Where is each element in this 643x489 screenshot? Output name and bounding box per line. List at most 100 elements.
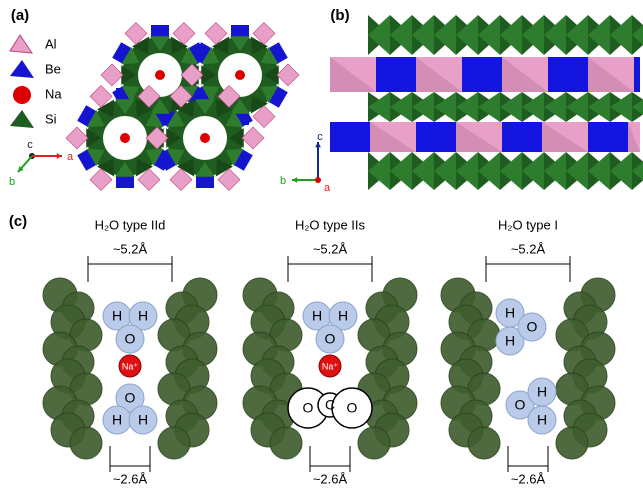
- si-tetra: [260, 85, 279, 103]
- si-tetra: [250, 95, 268, 114]
- si-tetra: [500, 15, 522, 55]
- be-tetra: [151, 25, 169, 37]
- si-tetra: [180, 47, 199, 65]
- label: ~5.2Å: [511, 241, 546, 256]
- si-tetra: [215, 99, 233, 118]
- si-tetra: [177, 158, 195, 177]
- si-tetra: [86, 128, 101, 148]
- framework-atom: [69, 426, 103, 460]
- si-tetra: [390, 152, 412, 190]
- na-atom: [200, 133, 210, 143]
- label: b: [280, 175, 286, 187]
- si-tetra: [201, 85, 220, 103]
- label: c: [317, 131, 323, 143]
- si-tetra: [132, 36, 150, 55]
- si-tetra: [121, 47, 140, 65]
- label: c: [27, 139, 33, 151]
- na-ion: [318, 354, 342, 378]
- si-tetra: [250, 36, 268, 55]
- si-tetra: [115, 99, 135, 114]
- si-tetra: [170, 36, 188, 55]
- si-tetra: [97, 158, 115, 177]
- si-tetra: [368, 15, 390, 55]
- si-tetra: [522, 152, 544, 190]
- label: H: [537, 412, 547, 428]
- si-tetra: [115, 162, 135, 177]
- framework-atom: [157, 426, 191, 460]
- si-tetra: [260, 47, 279, 65]
- label: ~2.6Å: [313, 471, 348, 486]
- al-tetra: [172, 22, 196, 45]
- si-tetra: [166, 110, 185, 128]
- label: H: [138, 412, 148, 428]
- na-atom: [120, 133, 130, 143]
- al-shade: [330, 57, 376, 92]
- si-tetra: [225, 148, 244, 166]
- si-tetra: [566, 152, 588, 190]
- label: O: [125, 331, 136, 347]
- si-tetra: [610, 15, 632, 55]
- si-tetra: [610, 152, 632, 190]
- label: H₂O type I: [498, 217, 558, 232]
- be-band: [462, 57, 502, 92]
- be-tetra: [116, 176, 134, 188]
- si-tetra: [368, 152, 390, 190]
- label: H: [312, 308, 322, 324]
- be-tetra: [233, 149, 253, 171]
- al-tetra: [89, 168, 113, 191]
- si-tetra: [434, 152, 456, 190]
- label: O: [125, 390, 136, 406]
- framework-atom: [269, 426, 303, 460]
- si-tetra: [201, 47, 220, 65]
- si-tetra: [150, 99, 170, 114]
- label: H: [505, 305, 515, 321]
- si-tetra: [456, 152, 478, 190]
- framework-atom: [555, 426, 589, 460]
- axis-origin: [315, 177, 321, 183]
- al-tetra: [241, 126, 265, 150]
- legend-be: [10, 60, 34, 78]
- al-tetra: [204, 22, 228, 45]
- si-tetra: [522, 92, 544, 122]
- al-tetra: [100, 63, 124, 87]
- be-tetra: [77, 149, 97, 171]
- water-atom: [115, 324, 145, 354]
- si-tetra: [390, 92, 412, 122]
- al-tetra: [217, 168, 241, 191]
- label: O: [325, 331, 336, 347]
- framework-atom: [357, 426, 391, 460]
- label: (c): [9, 213, 27, 230]
- arrow-head: [315, 142, 321, 148]
- si-tetra: [588, 152, 610, 190]
- label: Al: [45, 36, 57, 51]
- label: H₂O type IId: [95, 217, 166, 232]
- label: a: [67, 151, 74, 163]
- framework-atom: [467, 426, 501, 460]
- si-tetra: [229, 128, 244, 148]
- label: Na: [45, 86, 62, 101]
- si-tetra: [478, 15, 500, 55]
- label: H: [537, 384, 547, 400]
- be-tetra: [157, 149, 177, 171]
- be-band: [416, 122, 456, 152]
- al-tetra: [137, 85, 161, 108]
- label: C: [325, 397, 335, 413]
- al-tetra: [252, 105, 276, 128]
- si-tetra: [368, 92, 390, 122]
- be-tetra: [231, 25, 249, 37]
- si-tetra: [135, 99, 153, 118]
- label: ~2.6Å: [113, 471, 148, 486]
- si-tetra: [230, 99, 250, 114]
- al-shade: [588, 57, 634, 92]
- na-atom: [155, 70, 165, 80]
- na-atom: [235, 70, 245, 80]
- al-shade: [628, 122, 640, 152]
- si-tetra: [86, 148, 105, 166]
- water-atom: [527, 405, 557, 435]
- si-tetra: [610, 92, 632, 122]
- label: O: [515, 397, 526, 413]
- si-tetra: [225, 110, 244, 128]
- label: H: [505, 333, 515, 349]
- al-tetra: [145, 126, 169, 150]
- si-tetra: [434, 15, 456, 55]
